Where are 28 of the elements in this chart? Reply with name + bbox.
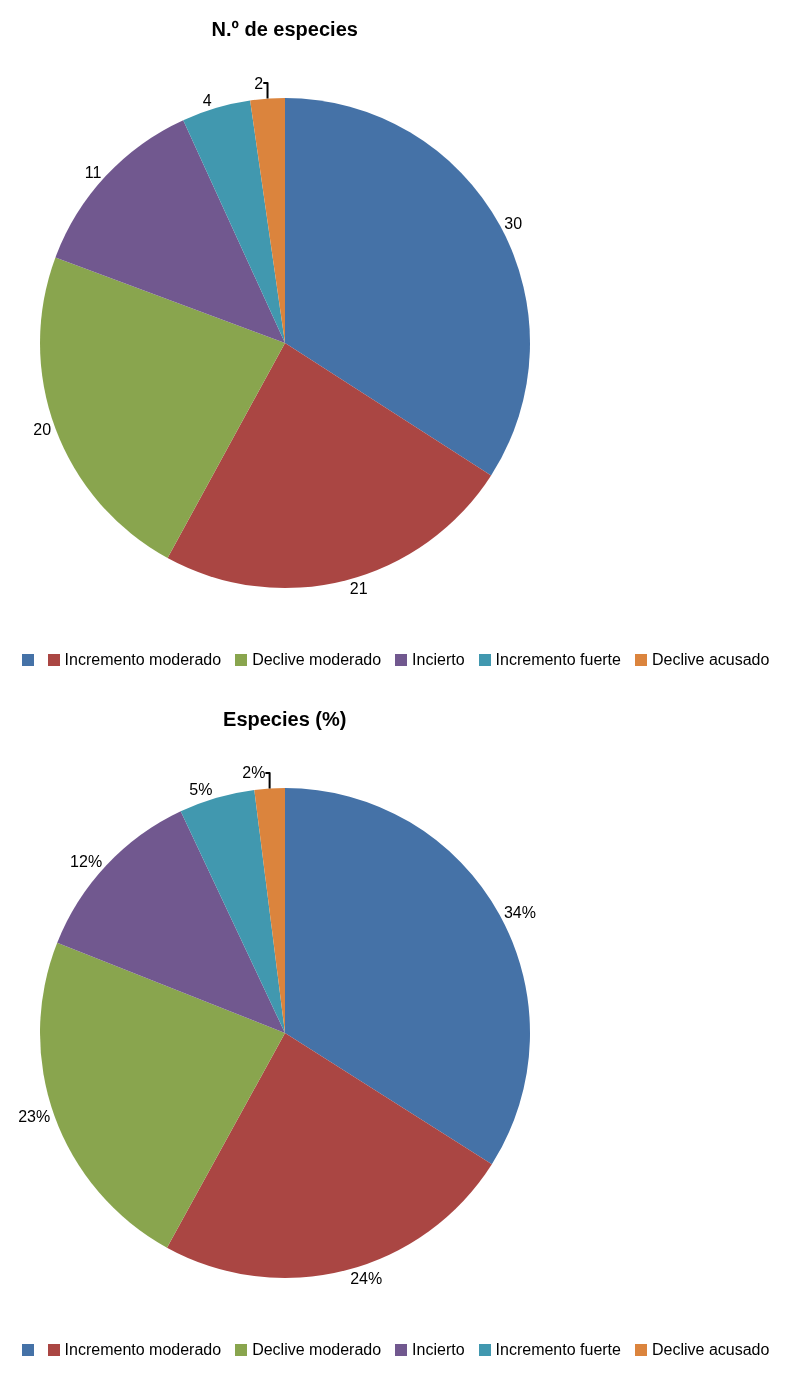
data-label: 2: [254, 74, 264, 92]
chart-title: N.º de especies: [211, 18, 358, 41]
data-label: 12%: [70, 852, 103, 870]
data-label: 34%: [503, 904, 536, 922]
pie-slice: [57, 811, 285, 1033]
legend-label: Incierto: [412, 1341, 465, 1359]
legend-label: Incierto: [412, 651, 465, 669]
pie-slice: [55, 120, 285, 343]
legend-label: Incremento fuerte: [495, 651, 621, 669]
legend-label: Incremento moderado: [64, 1341, 222, 1359]
legend-label: Declive acusado: [651, 1341, 770, 1359]
pie-slice: [250, 98, 285, 343]
data-label: 24%: [350, 1269, 383, 1287]
data-label: 21: [349, 579, 368, 597]
data-label: 20: [33, 421, 52, 439]
chart-title: Especies (%): [223, 708, 347, 731]
data-label: 23%: [18, 1108, 51, 1126]
data-label: 30: [504, 215, 523, 233]
data-label: 5%: [189, 781, 213, 799]
pie-slice: [285, 98, 530, 476]
data-label: 11: [84, 163, 102, 181]
data-label: 2%: [242, 764, 266, 782]
legend-label: Incremento fuerte: [495, 1341, 621, 1359]
legend-label: Incremento moderado: [64, 651, 222, 669]
legend-label: Declive moderado: [252, 651, 382, 669]
data-label: 4: [202, 91, 212, 109]
legend-label: Declive moderado: [252, 1341, 382, 1359]
legend-label: Declive acusado: [651, 651, 770, 669]
